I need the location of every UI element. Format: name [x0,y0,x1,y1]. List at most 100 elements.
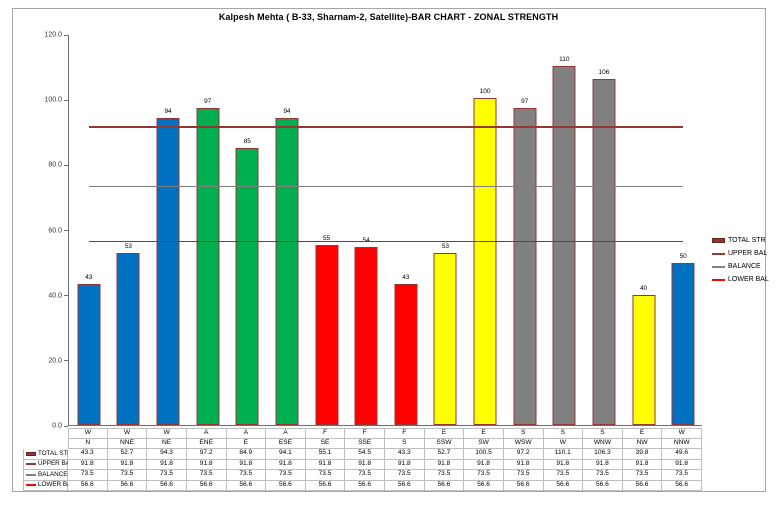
table-zone-letter: W [68,428,108,439]
table-value-cell: 73.5 [226,470,267,481]
bar-value-label: 85 [243,138,251,146]
legend-item-label: BALANCE [728,263,761,270]
table-value-cell: 97.2 [186,449,227,460]
chart-legend: TOTAL STR UPPER BAL BALANCE LOWER BAL [712,234,769,286]
bar-slot-nnw: 50 [663,35,703,425]
table-zone-letter: A [226,428,267,439]
bar-slot-ese: 94 [267,35,307,425]
table-value-cell: 100.5 [464,449,504,460]
table-value-cell: 106.3 [583,449,623,460]
table-value-cell: 73.5 [385,470,425,481]
table-value-cell: 56.6 [345,480,385,491]
table-value-cell: 91.8 [305,459,346,470]
bar-w [552,66,576,425]
table-value-cell: 73.5 [662,470,702,481]
bar-slot-nw: 40 [624,35,664,425]
table-value-cell: 56.6 [266,480,306,491]
legend-item-label: TOTAL STR [728,237,766,244]
table-value-cell: 73.5 [464,470,504,481]
table-category-label: W [543,438,584,449]
bar-slot-wsw: 97 [505,35,545,425]
bar-value-label: 97 [204,98,212,106]
y-axis-tick-mark [64,164,68,166]
legend-line-icon [712,265,725,268]
table-value-cell: 56.6 [583,480,623,491]
table-value-cell: 49.6 [662,449,702,460]
table-value-cell: 56.6 [464,480,504,491]
bar-slot-ene: 97 [188,35,228,425]
bar-slot-ne: 94 [148,35,188,425]
bar-se [315,245,339,425]
y-axis-tick-label: 100.0 [44,96,62,104]
table-category-label: SW [464,438,504,449]
table-value-cell: 110.1 [543,449,584,460]
bar-slot-se: 55 [307,35,347,425]
table-value-cell: 55.1 [305,449,346,460]
y-axis-tick-label: 60.0 [48,227,62,234]
table-value-cell: 73.5 [503,470,544,481]
series-bar-swatch-icon [26,451,36,456]
table-category-label: NNW [662,438,702,449]
series-name: TOTAL STR [38,449,72,457]
bar-sw [473,97,497,425]
ref-line-upper-bal [88,125,684,128]
table-value-cell: 56.6 [503,480,544,491]
table-value-cell: 91.8 [543,459,584,470]
series-name: BALANCE [38,470,68,478]
y-axis-tick-label: 20.0 [48,357,62,365]
table-value-cell: 84.9 [226,449,267,460]
table-zone-letter: W [107,428,148,439]
ref-line-lower-bal [88,240,684,243]
y-axis-tick-mark [64,360,68,362]
table-category-label: WSW [503,438,544,449]
table-value-cell: 56.6 [305,480,346,491]
table-value-cell: 94.3 [147,449,187,460]
table-value-cell: 56.6 [385,480,425,491]
table-value-cell: 91.8 [385,459,425,470]
table-value-cell: 56.6 [147,480,187,491]
table-category-label: ESE [266,438,306,449]
bar-value-label: 43 [85,273,93,281]
table-row-header-upper-bal: UPPER BAL [23,459,73,470]
bar-slot-s: 43 [386,35,426,425]
table-zone-letter: S [543,428,584,439]
bar-slot-e: 85 [228,35,268,425]
bar-nne [116,253,140,425]
legend-item-label: LOWER BAL [728,276,769,283]
bar-value-label: 100 [479,87,491,95]
plot-area: 0.0 20.0 40.0 60.0 80.0 100.0 120.0 43 53 94 97 85 9… [44,32,703,430]
table-category-label: SSE [345,438,385,449]
table-zone-letter: F [345,428,385,439]
bar-slot-sw: 100 [465,35,505,425]
table-category-label: S [385,438,425,449]
y-axis-tick-mark [64,230,68,231]
table-category-label: NNE [107,438,148,449]
table-value-cell: 56.6 [424,480,465,491]
table-value-cell: 91.8 [503,459,544,470]
table-value-cell: 73.5 [543,470,584,481]
legend-item-balance: BALANCE [712,260,769,273]
bar-value-label: 110 [559,56,570,64]
bar-value-label: 53 [441,243,450,251]
table-zone-letter: A [266,428,306,439]
series-name: UPPER BAL [38,460,74,468]
table-category-label: SE [305,438,346,449]
table-value-cell: 91.8 [583,459,623,470]
table-value-cell: 91.8 [186,459,227,470]
bar-slot-nne: 53 [109,35,149,425]
table-value-cell: 73.5 [186,470,227,481]
bar-ssw [433,253,457,425]
bar-value-label: 97 [521,98,529,106]
table-zone-letter: S [583,428,623,439]
table-value-cell: 56.6 [226,480,267,491]
series-line-icon [26,463,36,466]
bar-slot-ssw: 53 [426,35,466,425]
table-value-cell: 43.3 [68,449,108,460]
bar-value-label: 43 [402,273,410,281]
bar-slot-n: 43 [69,35,109,425]
legend-line-icon [712,278,725,281]
table-corner-blank [23,439,68,450]
table-zone-letter: W [147,428,187,439]
table-value-cell: 73.5 [305,470,346,481]
